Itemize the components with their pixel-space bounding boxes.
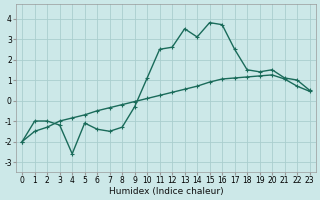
X-axis label: Humidex (Indice chaleur): Humidex (Indice chaleur) bbox=[108, 187, 223, 196]
